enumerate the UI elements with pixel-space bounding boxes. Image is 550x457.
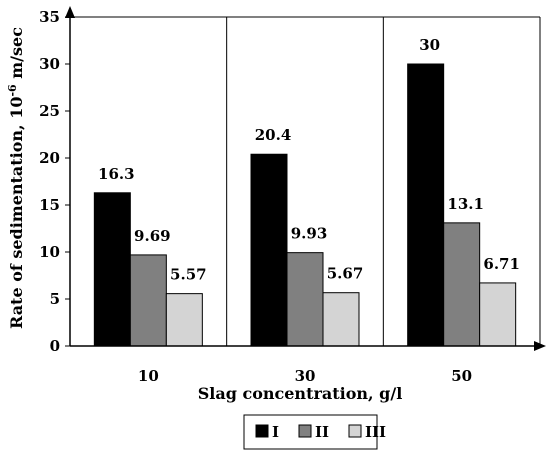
y-tick-label: 15 [39, 196, 60, 214]
y-tick-label: 20 [39, 149, 60, 167]
x-tick-labels: 10 30 50 [138, 367, 472, 385]
bar-III-50 [479, 282, 517, 347]
data-label-I-30: 20.4 [255, 126, 292, 144]
y-tick-labels: 0 5 10 15 20 25 30 35 [39, 8, 60, 355]
x-axis-title: Slag concentration, g/l [198, 384, 403, 403]
legend: I II III [243, 414, 386, 450]
y-axis-title-main: Rate of sedimentation, 10 [7, 97, 26, 329]
y-axis-title-superscript: -6 [6, 84, 19, 97]
data-label-I-50: 30 [419, 36, 440, 54]
data-labels: 16.3 9.69 5.57 20.4 9.93 5.67 30 13.1 6.71 [98, 36, 520, 284]
x-tick-label: 50 [451, 367, 472, 385]
bar-III-10 [165, 293, 203, 347]
bar-III-30 [322, 292, 360, 347]
legend-swatch-II [298, 424, 312, 438]
data-label-III-10: 5.57 [170, 266, 207, 284]
grid-lines [70, 16, 541, 346]
data-label-II-10: 9.69 [134, 227, 171, 245]
bar-II-10 [129, 254, 167, 347]
legend-swatch-III [348, 424, 362, 438]
bar-I-30 [250, 153, 288, 347]
data-label-II-50: 13.1 [447, 195, 484, 213]
legend-label-III: III [365, 423, 386, 441]
data-label-III-50: 6.71 [483, 255, 520, 273]
y-axis-arrow [65, 6, 75, 18]
legend-label-II: II [315, 423, 329, 441]
bar-I-50 [407, 63, 445, 347]
x-axis-arrow [534, 341, 546, 351]
y-tick-label: 30 [39, 55, 60, 73]
y-axis-title: Rate of sedimentation, 10-6 m/sec [6, 27, 26, 329]
x-tick-label: 30 [295, 367, 316, 385]
legend-label-I: I [272, 423, 279, 441]
y-tick-label: 25 [39, 102, 60, 120]
y-tick-label: 35 [39, 8, 60, 26]
y-tick-label: 5 [50, 290, 60, 308]
bar-II-30 [286, 252, 324, 347]
bar-II-50 [443, 222, 481, 347]
axes [65, 6, 546, 351]
data-label-II-30: 9.93 [291, 225, 328, 243]
data-label-I-10: 16.3 [98, 165, 135, 183]
bar-I-10 [93, 192, 131, 347]
data-label-III-30: 5.67 [327, 265, 364, 283]
y-tick-label: 0 [50, 337, 60, 355]
legend-swatch-I [255, 424, 269, 438]
x-tick-label: 10 [138, 367, 159, 385]
y-tick-label: 10 [39, 243, 60, 261]
y-axis-title-unit: m/sec [7, 27, 26, 85]
